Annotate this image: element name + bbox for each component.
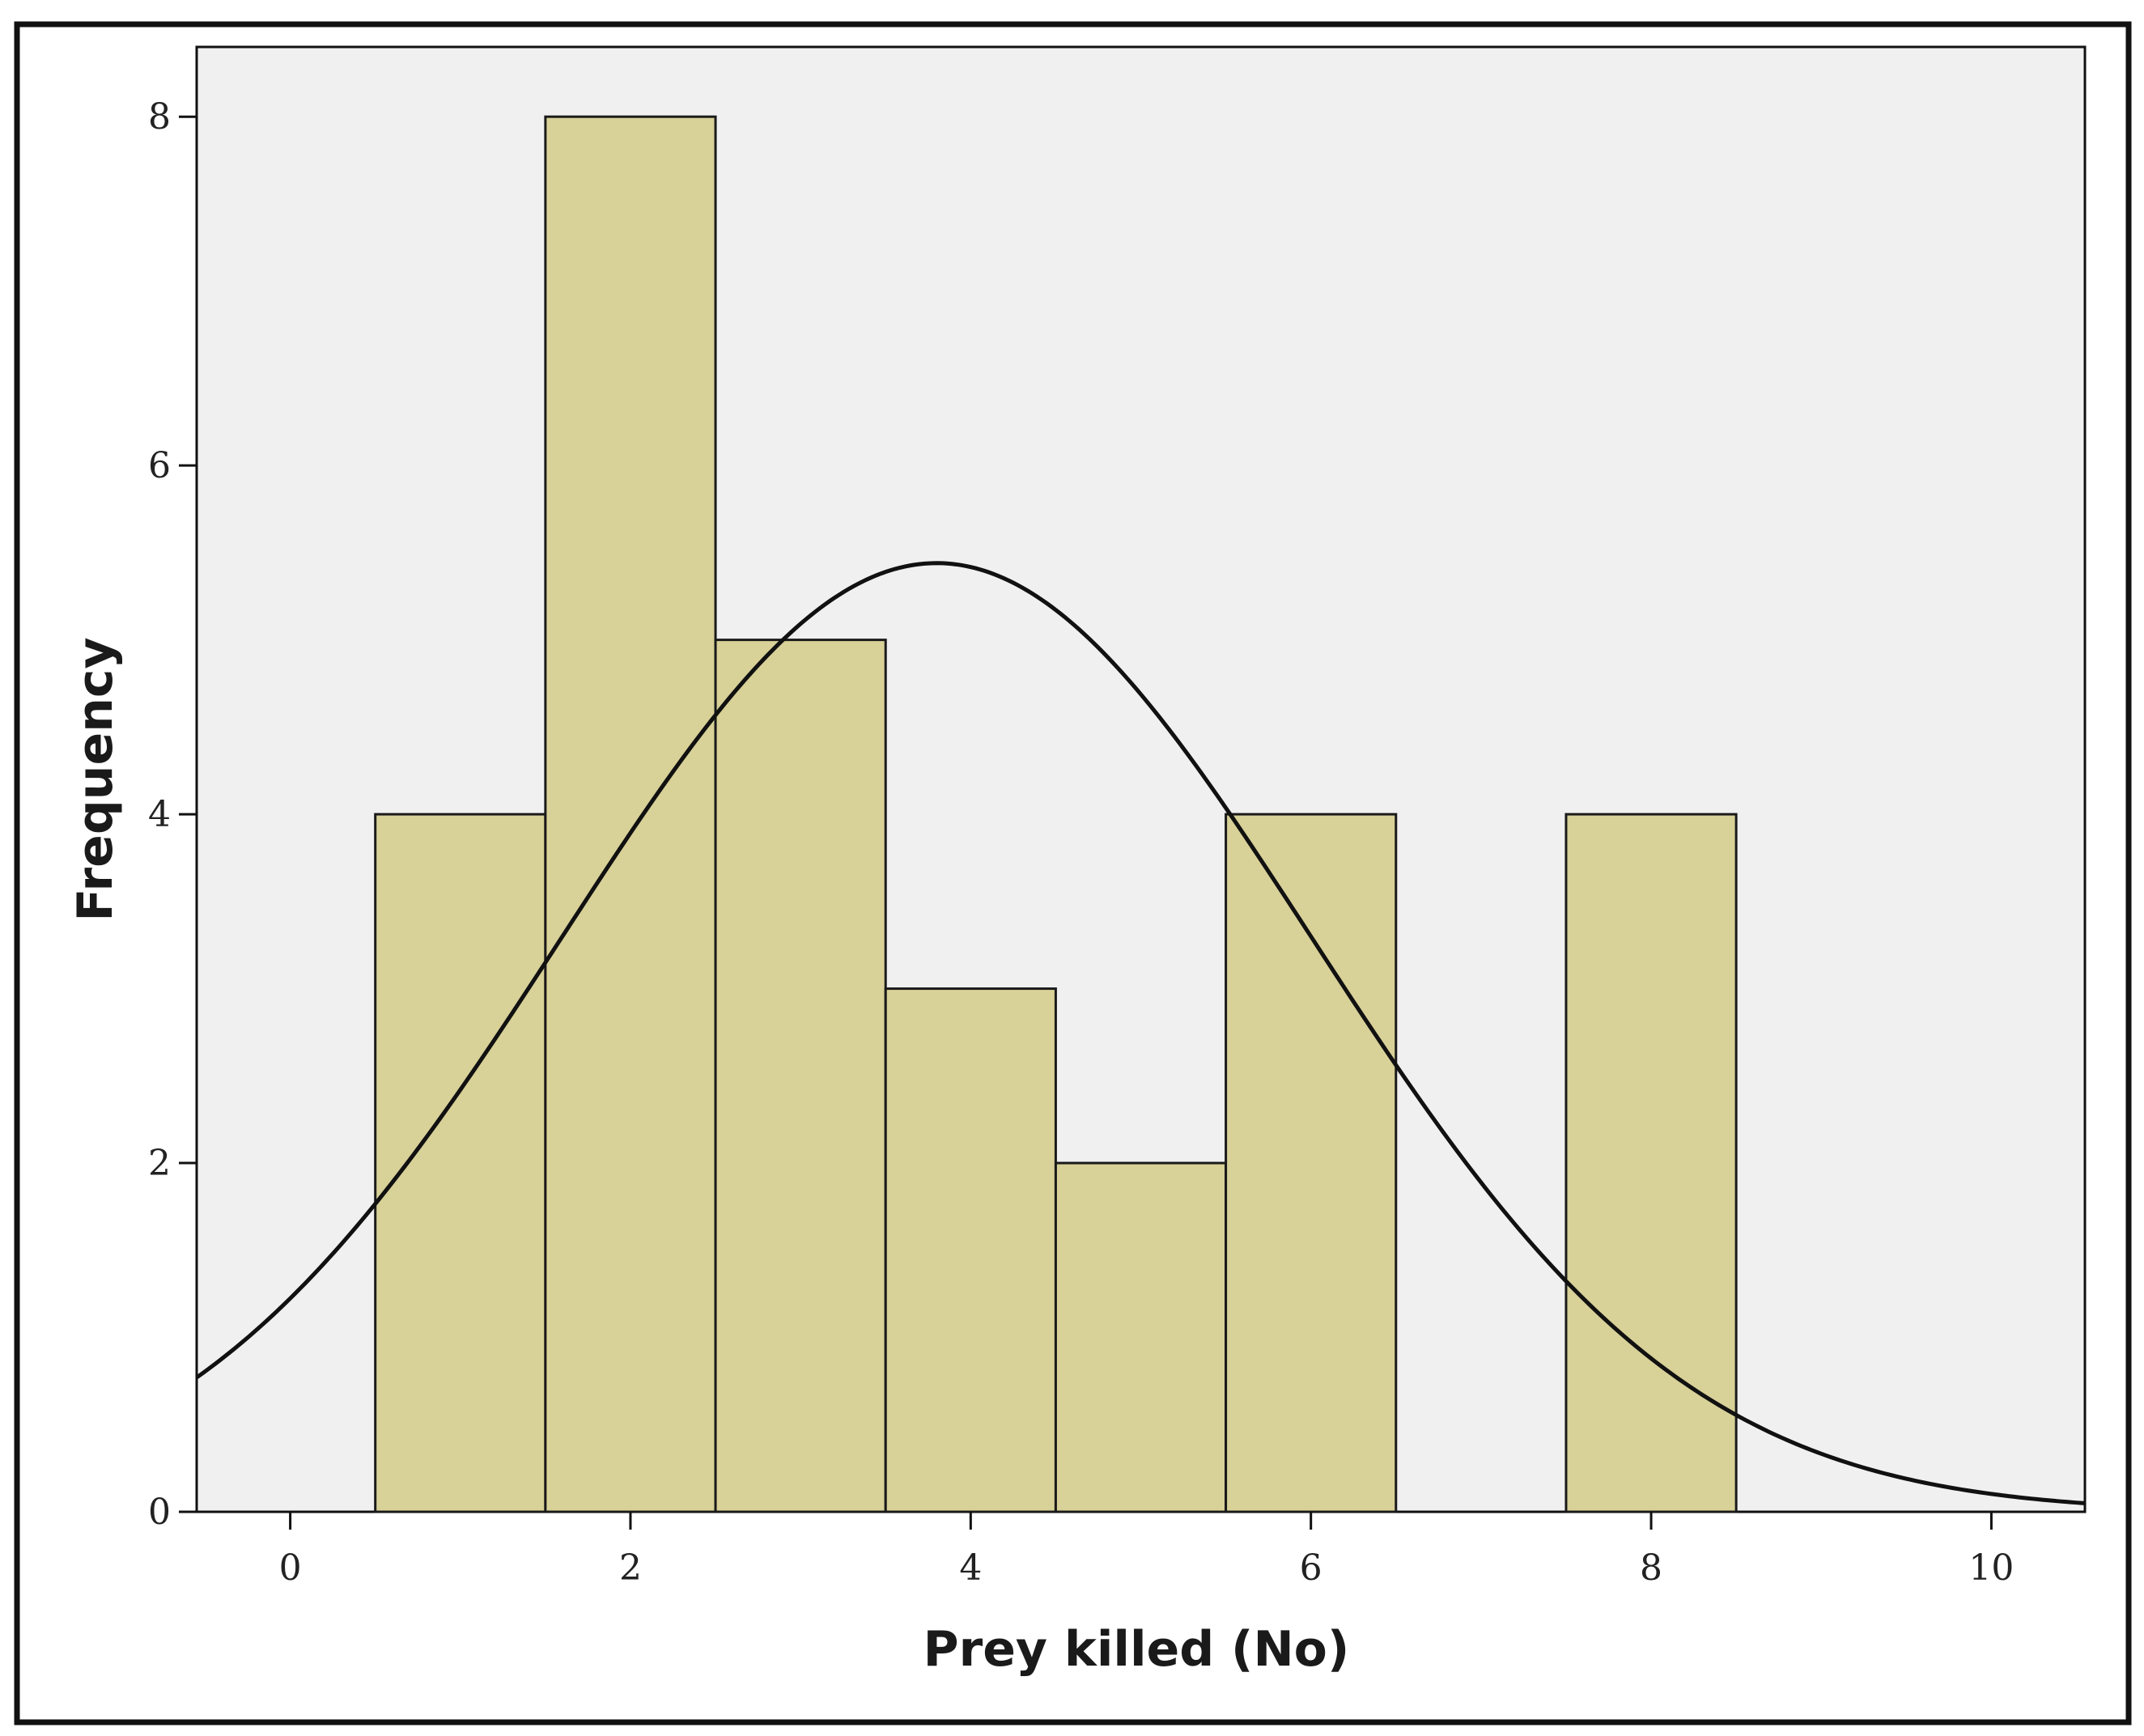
x-axis-title: Prey killed (No): [923, 1621, 1350, 1678]
bars-group: [374, 115, 1738, 1513]
histogram-bar: [374, 813, 547, 1513]
x-tick-label: 6: [1300, 1547, 1322, 1589]
y-tick-label: 8: [148, 96, 171, 138]
axes-group: 0 2 4 6 8 0 2 4 6 8 10: [148, 96, 2014, 1589]
histogram-bar: [884, 987, 1057, 1513]
histogram-bar: [1564, 813, 1738, 1513]
histogram-bar: [714, 639, 887, 1513]
histogram-bar: [1225, 813, 1398, 1513]
x-tick-label: 2: [619, 1547, 642, 1589]
y-axis-title: Frequency: [67, 637, 124, 921]
y-tick-label: 2: [148, 1143, 171, 1184]
histogram-bar: [544, 115, 717, 1513]
x-tick-label: 10: [1968, 1547, 2014, 1589]
y-tick-label: 6: [148, 445, 171, 486]
x-tick-label: 4: [959, 1547, 982, 1589]
normal-curve-line: [195, 561, 2086, 1505]
y-tick-label: 0: [148, 1492, 171, 1533]
x-tick-label: 0: [279, 1547, 302, 1589]
x-tick-label: 8: [1640, 1547, 1662, 1589]
histogram-bar: [1054, 1161, 1228, 1513]
y-tick-label: 4: [148, 794, 171, 835]
